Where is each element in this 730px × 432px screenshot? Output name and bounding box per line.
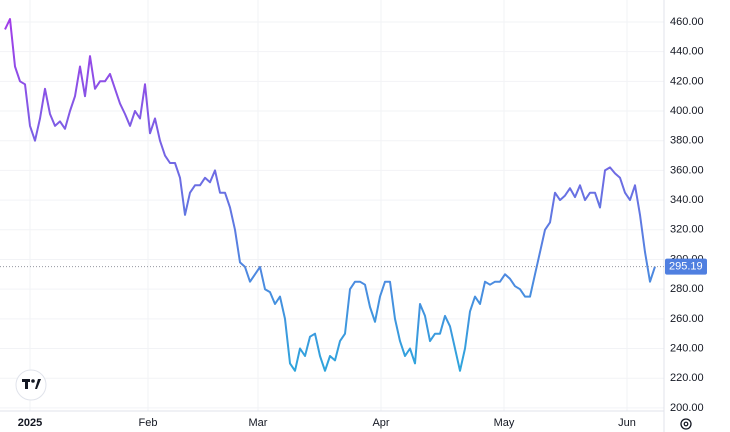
settings-icon[interactable] <box>680 418 692 430</box>
x-tick-label: Mar <box>249 417 268 429</box>
y-tick-label: 420.00 <box>670 75 704 87</box>
y-tick-label: 320.00 <box>670 224 704 236</box>
x-tick-label: Apr <box>372 417 389 429</box>
y-tick-label: 380.00 <box>670 135 704 147</box>
y-tick-label: 360.00 <box>670 164 704 176</box>
y-tick-label: 200.00 <box>670 402 704 414</box>
y-tick-label: 400.00 <box>670 105 704 117</box>
y-tick-label: 460.00 <box>670 16 704 28</box>
y-tick-label: 220.00 <box>670 372 704 384</box>
price-line <box>4 18 656 372</box>
y-tick-label: 440.00 <box>670 46 704 58</box>
y-tick-label: 280.00 <box>670 283 704 295</box>
y-tick-label: 240.00 <box>670 342 704 354</box>
logo <box>15 369 47 401</box>
y-tick-label: 340.00 <box>670 194 704 206</box>
x-tick-label: Jun <box>618 417 636 429</box>
x-tick-label: May <box>494 417 515 429</box>
y-tick-label: 260.00 <box>670 313 704 325</box>
last-price-box <box>665 258 707 275</box>
x-tick-label: 2025 <box>18 417 42 429</box>
last-price-label: 295.19 <box>669 261 703 273</box>
x-tick-label: Feb <box>139 417 158 429</box>
